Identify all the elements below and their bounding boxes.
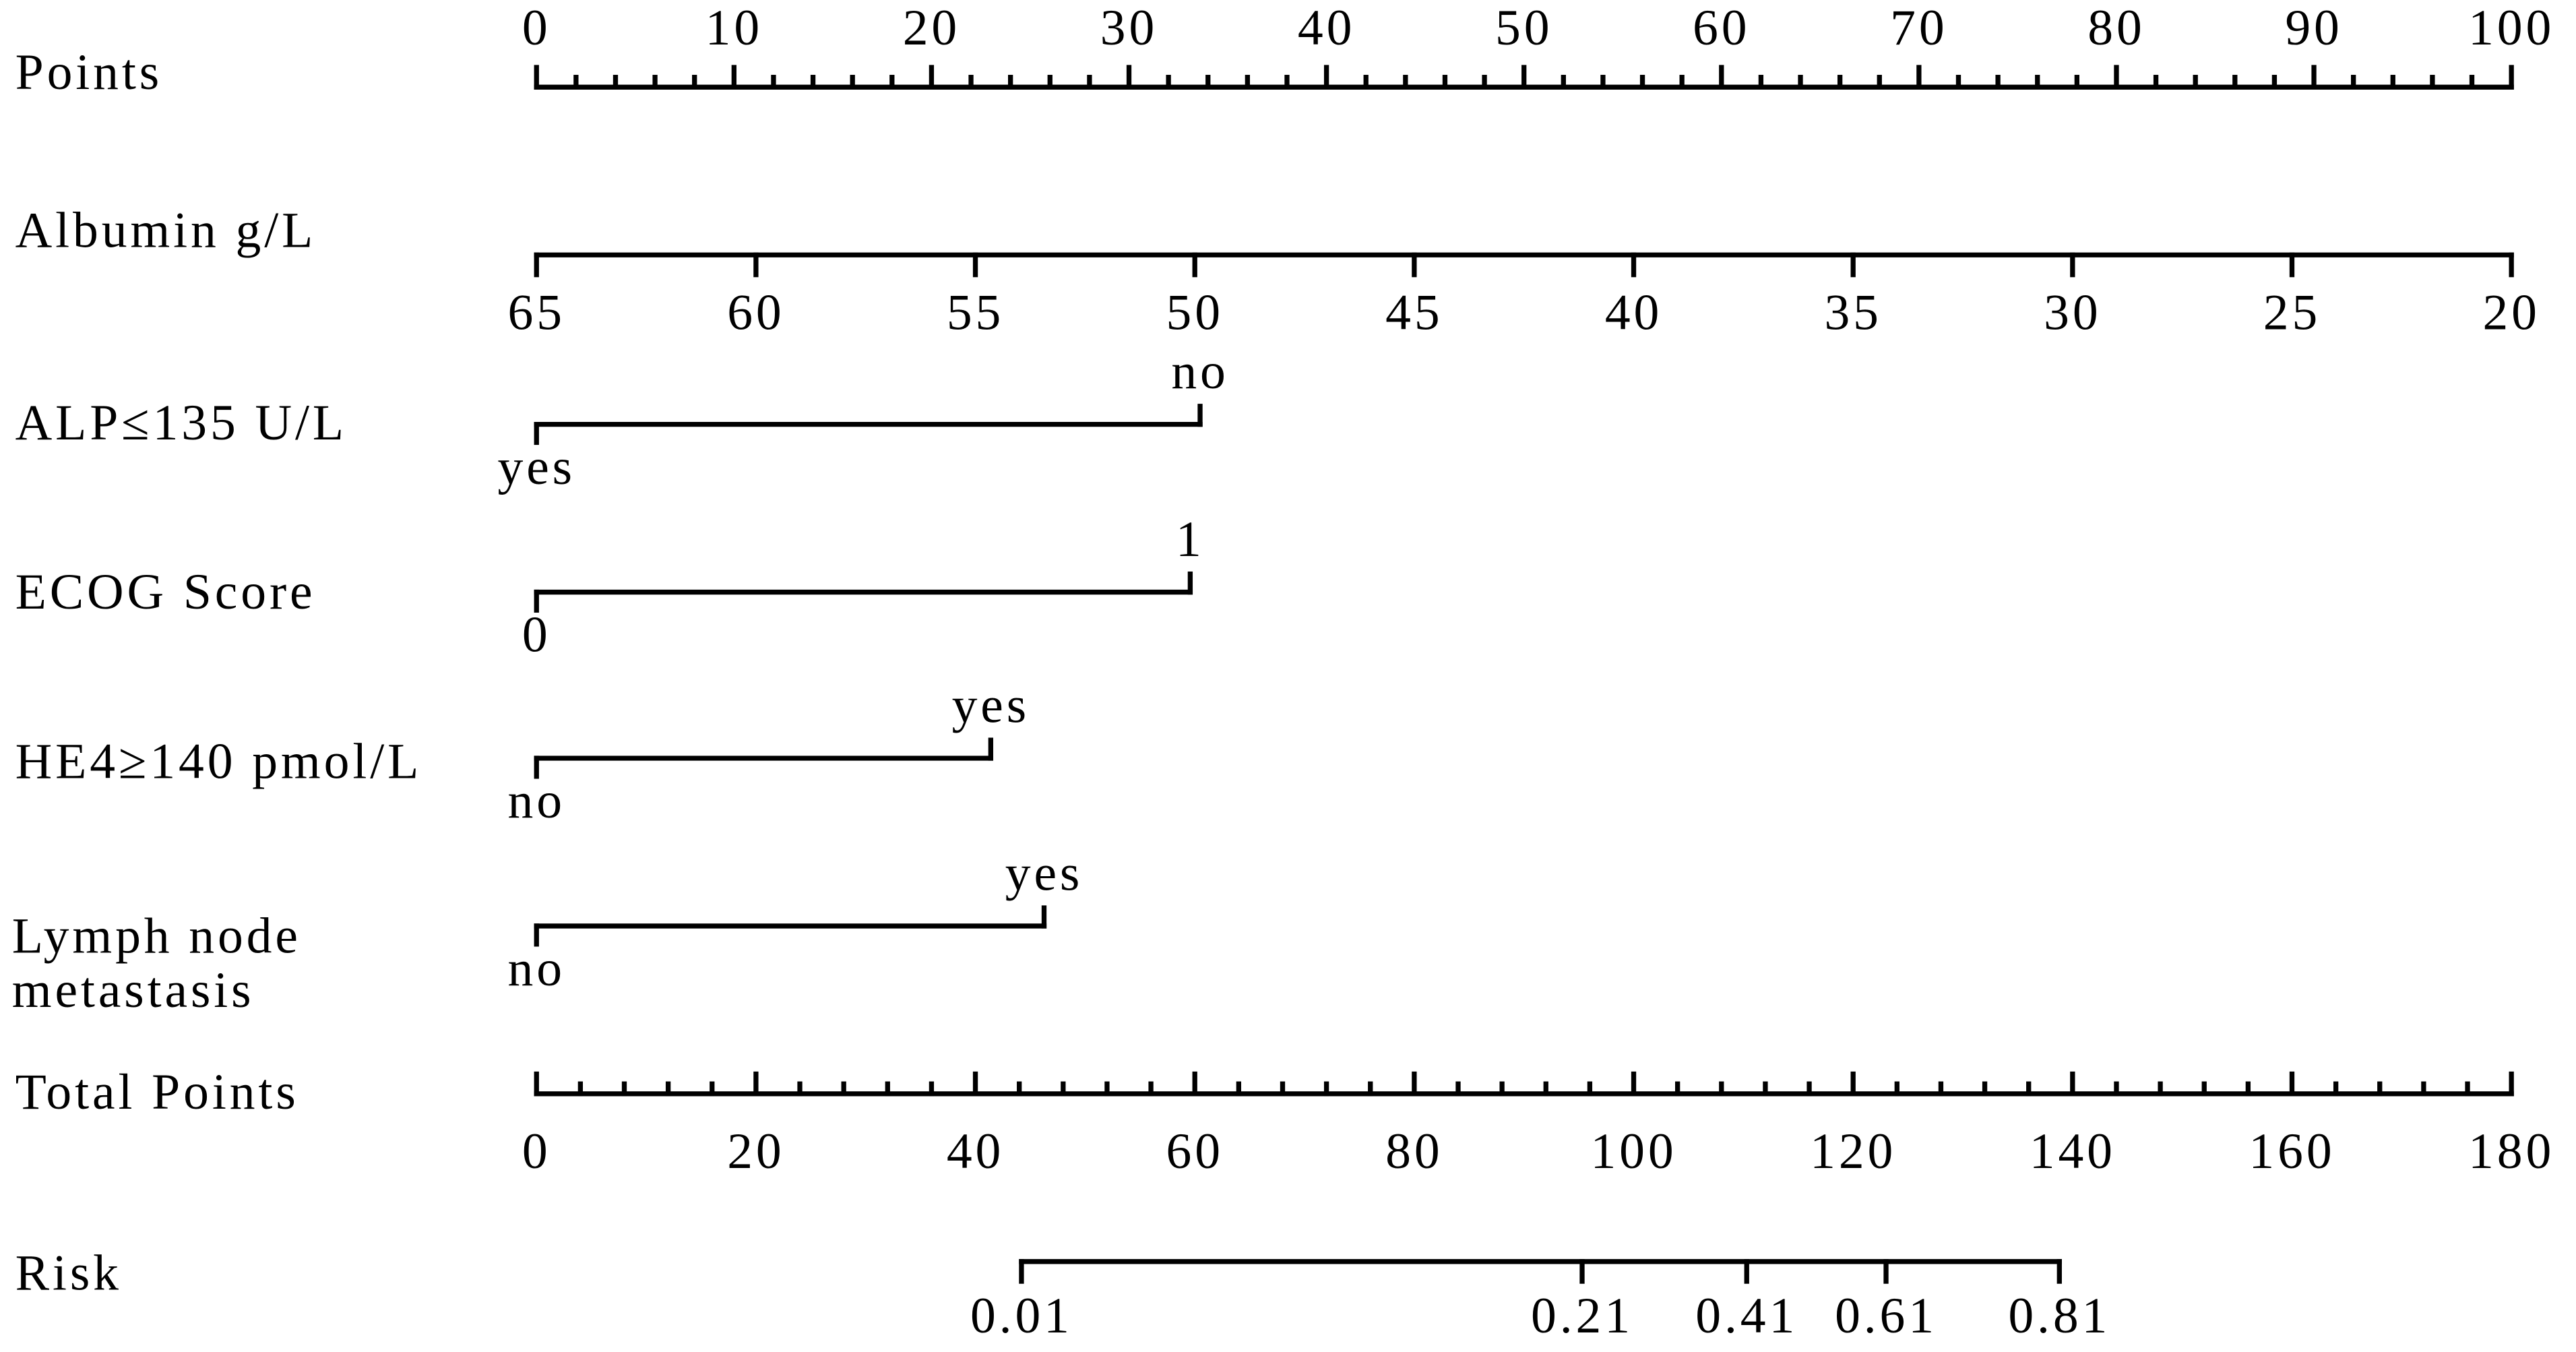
tick-label: 30 (1100, 0, 1158, 56)
tick-label: 160 (2249, 1124, 2335, 1179)
axis-label: HE4≥140 pmol/L (15, 734, 422, 790)
tick-label: 0.01 (970, 1288, 1073, 1344)
tick-label: 80 (2087, 0, 2145, 56)
tick-label: 50 (1495, 0, 1552, 56)
tick-label: 60 (727, 284, 784, 340)
tick-label: 65 (508, 284, 565, 340)
axis-label: Total Points (15, 1064, 299, 1120)
axis-label: Risk (15, 1246, 122, 1301)
axis-label: Lymph node (12, 908, 301, 964)
category-label: yes (497, 439, 575, 495)
tick-label: 180 (2468, 1124, 2554, 1179)
tick-label: 60 (1166, 1124, 1224, 1179)
tick-label: 100 (2468, 0, 2554, 56)
tick-label: 40 (1605, 284, 1662, 340)
tick-label: 10 (705, 0, 763, 56)
tick-label: 35 (1824, 284, 1881, 340)
tick-label: 20 (903, 0, 960, 56)
category-label: no (1171, 344, 1228, 400)
tick-label: 80 (1385, 1124, 1443, 1179)
tick-label: 40 (1298, 0, 1355, 56)
tick-label: 55 (947, 284, 1004, 340)
axis-label: metastasis (12, 962, 255, 1018)
tick-label: 100 (1590, 1124, 1676, 1179)
tick-label: 0 (522, 1124, 551, 1179)
tick-label: 40 (947, 1124, 1004, 1179)
tick-label: 25 (2263, 284, 2321, 340)
tick-label: 90 (2285, 0, 2342, 56)
tick-label: 45 (1385, 284, 1443, 340)
tick-label: 0.21 (1531, 1288, 1633, 1344)
category-label: no (508, 941, 565, 997)
tick-label: 120 (1810, 1124, 1896, 1179)
tick-label: 50 (1166, 284, 1224, 340)
axis-label: Points (15, 44, 162, 100)
tick-label: 60 (1693, 0, 1750, 56)
axis-label: ECOG Score (15, 564, 316, 620)
tick-label: 30 (2044, 284, 2101, 340)
axis-label: ALP≤135 U/L (15, 395, 347, 451)
category-label: yes (952, 678, 1030, 734)
tick-label: 140 (2030, 1124, 2116, 1179)
tick-label: 70 (1890, 0, 1947, 56)
axis-label: Albumin g/L (15, 202, 317, 258)
tick-label: 0.81 (2008, 1288, 2110, 1344)
tick-label: 0.61 (1835, 1288, 1937, 1344)
category-label: 0 (522, 607, 551, 663)
tick-label: 20 (727, 1124, 784, 1179)
tick-label: 20 (2482, 284, 2540, 340)
tick-label: 0 (522, 0, 551, 56)
category-label: yes (1005, 846, 1083, 902)
category-label: no (508, 773, 565, 829)
category-label: 1 (1176, 512, 1205, 567)
tick-label: 0.41 (1695, 1288, 1798, 1344)
